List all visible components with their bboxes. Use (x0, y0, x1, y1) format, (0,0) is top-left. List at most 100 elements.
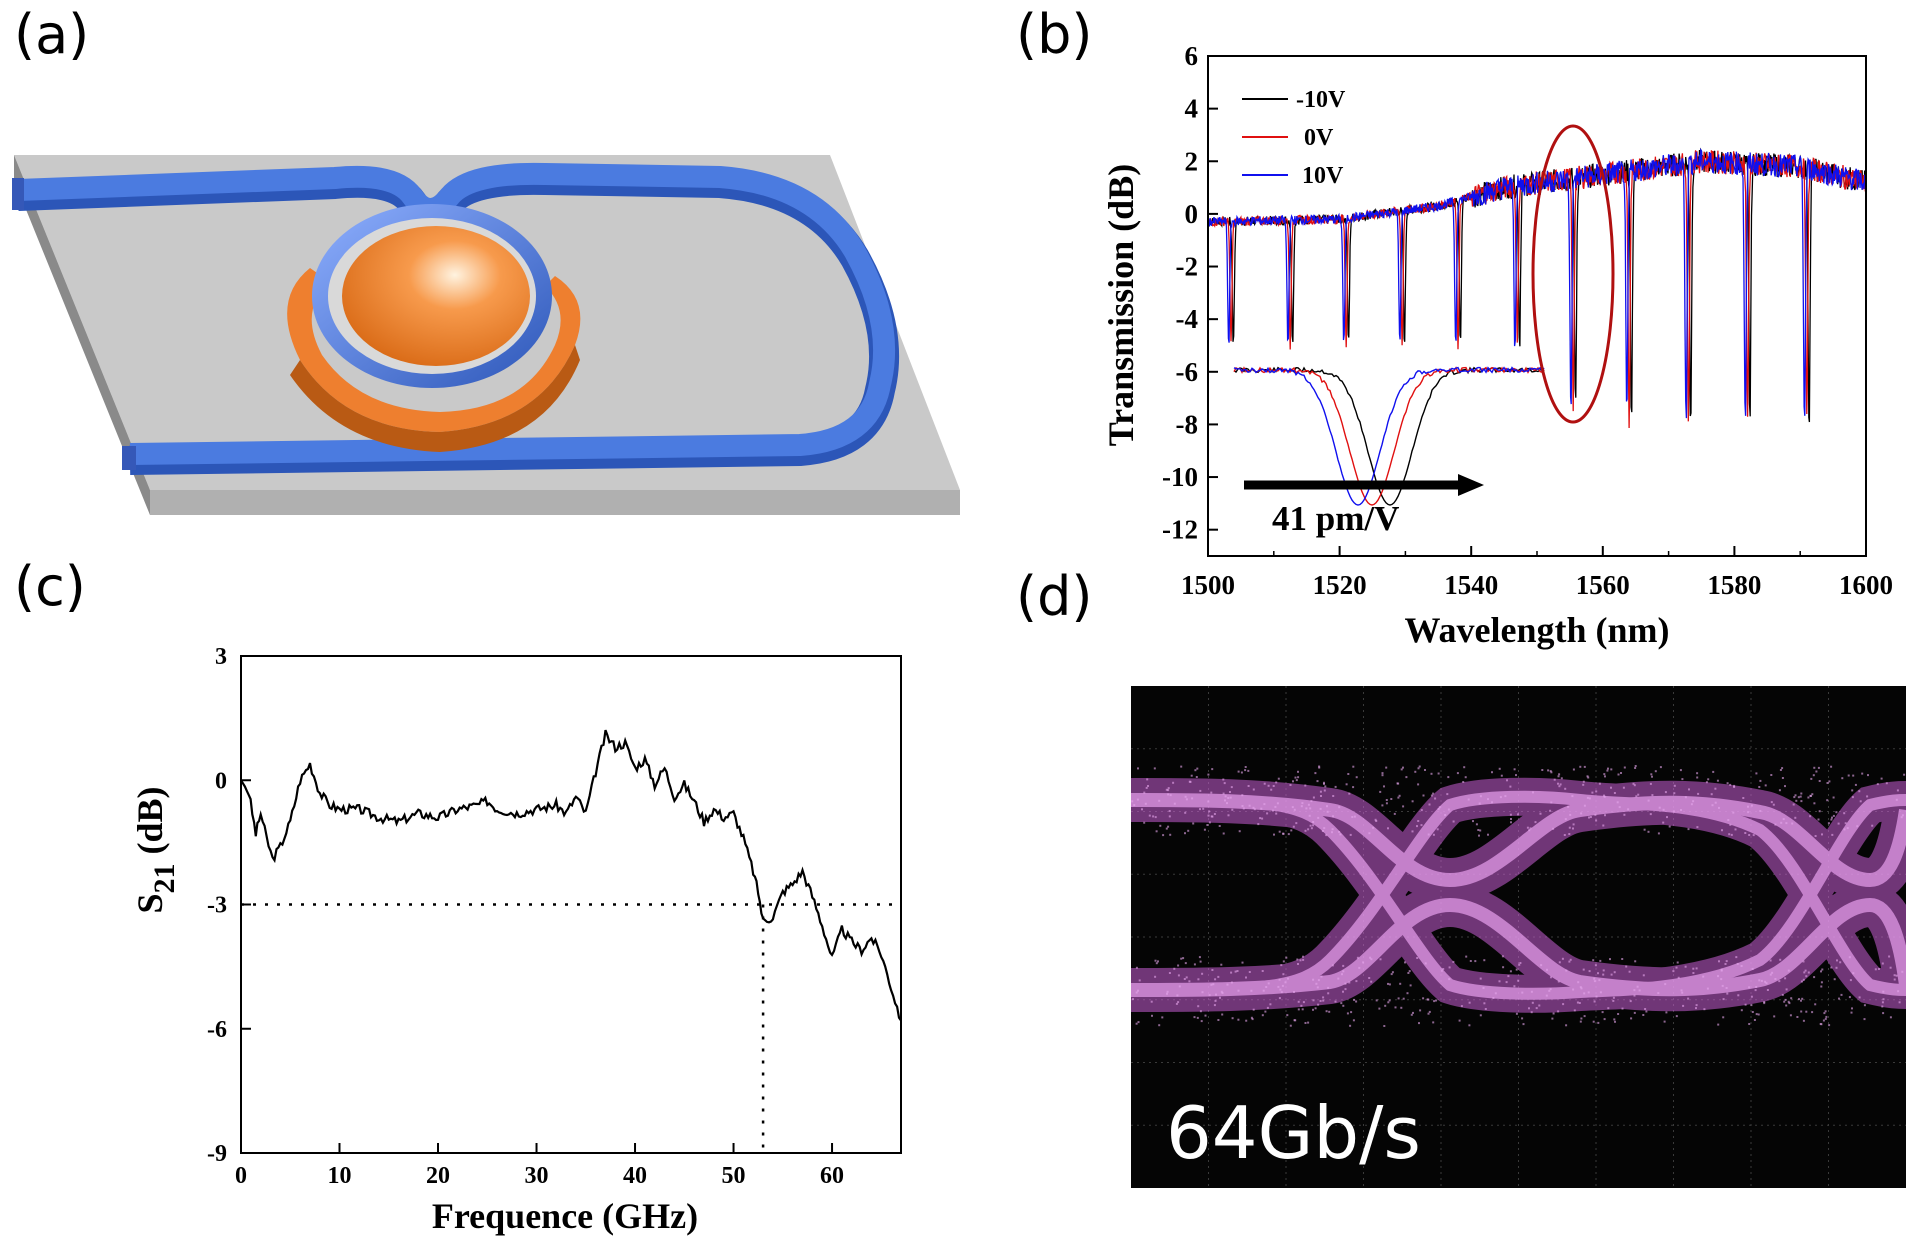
eye-noise-dot (1773, 1015, 1776, 1018)
eye-noise-dot (1322, 996, 1325, 999)
eye-noise-dot (1609, 958, 1611, 961)
eye-noise-dot (1332, 795, 1335, 797)
eye-noise-dot (1402, 997, 1405, 1000)
eye-noise-dot (1433, 1000, 1436, 1003)
eye-noise-dot (1278, 997, 1281, 1000)
eye-noise-dot (1846, 827, 1849, 830)
eye-noise-dot (1812, 774, 1815, 777)
eye-noise-dot (1261, 970, 1264, 972)
eye-noise-dot (1800, 980, 1803, 983)
eye-noise-dot (1420, 824, 1423, 827)
eye-noise-dot (1390, 973, 1393, 976)
eye-noise-dot (1469, 960, 1472, 962)
eye-noise-dot (1561, 957, 1564, 960)
eye-noise-dot (1623, 766, 1626, 769)
eye-noise-dot (1567, 805, 1570, 808)
eye-noise-dot (1871, 824, 1874, 827)
eye-noise-dot (1312, 1008, 1314, 1011)
eye-noise-dot (1553, 778, 1556, 781)
panel-label-b: (b) (1016, 3, 1093, 66)
eye-noise-dot (1568, 833, 1571, 835)
eye-noise-dot (1616, 801, 1619, 804)
legend-label-10: 10V (1302, 163, 1344, 189)
eye-noise-dot (1447, 808, 1450, 811)
eye-noise-dot (1841, 777, 1844, 780)
eye-noise-dot (1168, 810, 1171, 812)
eye-noise-dot (1213, 813, 1216, 815)
inset-line-10V (1233, 366, 1545, 506)
eye-noise-dot (1732, 811, 1735, 814)
eye-noise-dot (1587, 991, 1590, 994)
eye-noise-dot (1530, 1011, 1533, 1014)
eye-noise-dot (1297, 770, 1299, 773)
eye-noise-dot (1662, 808, 1665, 811)
eye-noise-dot (1800, 792, 1803, 795)
eye-noise-dot (1440, 969, 1443, 972)
eye-noise-dot (1800, 1010, 1803, 1013)
eye-noise-dot (1643, 828, 1646, 831)
eye-noise-dot (1143, 791, 1146, 794)
eye-noise-dot (1717, 1023, 1720, 1026)
eye-noise-dot (1220, 963, 1223, 966)
eye-noise-dot (1583, 804, 1586, 807)
eye-noise-dot (1552, 827, 1555, 830)
eye-noise-dot (1314, 1007, 1317, 1010)
eye-noise-dot (1400, 768, 1403, 771)
eye-noise-dot (1586, 775, 1589, 778)
eye-noise-dot (1137, 767, 1139, 770)
eye-noise-dot (1757, 1013, 1760, 1016)
eye-noise-dot (1397, 997, 1400, 1000)
eye-noise-dot (1541, 769, 1544, 771)
eye-noise-dot (1858, 996, 1861, 999)
eye-noise-dot (1317, 979, 1320, 982)
eye-noise-dot (1568, 960, 1571, 963)
x-tick-label-c: 30 (525, 1163, 549, 1189)
eye-noise-dot (1729, 823, 1732, 826)
device-illustration (12, 155, 960, 515)
eye-noise-dot (1642, 1014, 1645, 1016)
eye-noise-dot (1177, 1001, 1180, 1004)
eye-noise-dot (1859, 800, 1862, 803)
eye-noise-dot (1207, 773, 1210, 776)
eye-noise-dot (1852, 972, 1855, 975)
y-tick-label-b: 0 (1185, 199, 1199, 229)
eye-noise-dot (1620, 772, 1622, 774)
eye-noise-dot (1154, 959, 1157, 962)
eye-noise-dot (1385, 766, 1388, 769)
eye-noise-dot (1805, 975, 1808, 978)
eye-noise-dot (1903, 773, 1906, 776)
eye-noise-dot (1588, 816, 1590, 819)
eye-noise-dot (1507, 975, 1510, 978)
eye-noise-dot (1222, 792, 1225, 795)
eye-noise-dot (1437, 772, 1440, 775)
eye-noise-dot (1154, 975, 1157, 978)
eye-noise-dot (1755, 986, 1758, 988)
eye-noise-dot (1510, 818, 1512, 820)
y-tick-label-b: -8 (1176, 409, 1199, 439)
y-tick-label-c: 3 (215, 644, 227, 670)
eye-noise-dot (1153, 767, 1156, 770)
eye-noise-dot (1282, 973, 1285, 976)
chart-c: 0 10 20 30 40 50 60 -9 -6 -3 0 3 Frequence (GHz) S2… (130, 644, 902, 1236)
eye-noise-dot (1424, 769, 1426, 771)
inset-line-0V (1233, 366, 1545, 506)
eye-noise-dot (1260, 807, 1263, 810)
eye-noise-dot (1680, 809, 1682, 811)
eye-noise-dot (1824, 1017, 1827, 1020)
eye-noise-dot (1293, 991, 1295, 993)
eye-noise-dot (1279, 988, 1282, 991)
eye-noise-dot (1807, 796, 1810, 799)
eye-noise-dot (1310, 827, 1313, 830)
eye-noise-dot (1811, 1011, 1814, 1014)
eye-noise-dot (1399, 982, 1402, 985)
eye-noise-dot (1201, 991, 1204, 994)
eye-noise-dot (1593, 977, 1596, 980)
eye-noise-dot (1897, 990, 1900, 993)
eye-noise-dot (1281, 984, 1284, 987)
eye-noise-dot (1434, 797, 1437, 800)
y-tick-label-b: -12 (1162, 515, 1198, 545)
eye-noise-dot (1627, 808, 1630, 811)
eye-noise-dot (1349, 833, 1352, 836)
eye-noise-dot (1322, 999, 1325, 1002)
eye-noise-dot (1636, 985, 1639, 988)
